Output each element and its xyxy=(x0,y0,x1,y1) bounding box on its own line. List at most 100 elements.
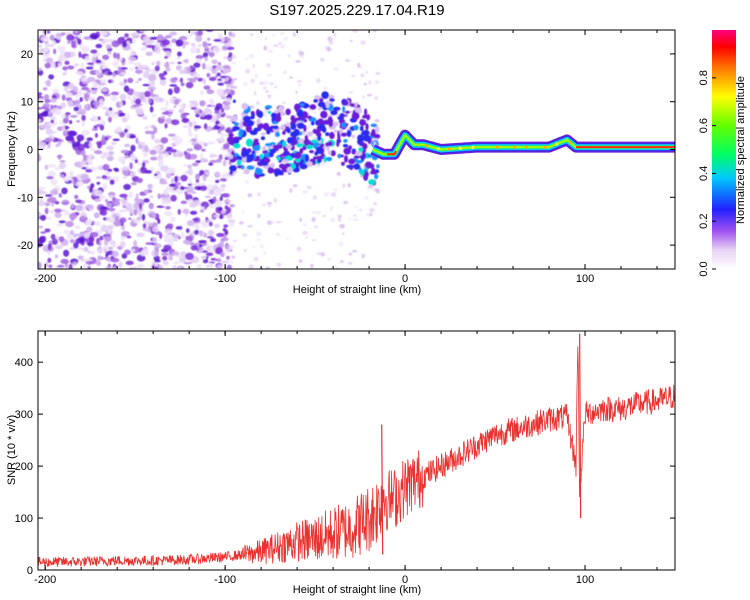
spectrogram-noise-cell xyxy=(108,109,116,117)
spectrogram-noise-cell xyxy=(65,92,73,98)
spectrogram-signal-cell xyxy=(349,166,354,171)
spectrogram-noise-cell xyxy=(103,240,109,246)
spectrogram-signal-cell xyxy=(364,108,368,116)
spectrogram-noise-cell xyxy=(98,85,102,91)
spectrogram-noise-cell xyxy=(85,66,94,70)
spectrogram-signal-cell xyxy=(248,153,255,161)
spectrogram-noise-cell xyxy=(177,61,182,65)
spectrogram-noise-cell xyxy=(81,166,87,170)
spectrogram-noise-cell xyxy=(352,214,357,217)
spectrogram-noise-cell xyxy=(149,195,154,199)
spectrogram-signal-cell xyxy=(233,122,239,127)
spectrogram-signal-cell xyxy=(228,133,234,138)
spectrogram-noise-cell xyxy=(174,175,178,183)
spectrogram-noise-cell xyxy=(158,73,165,78)
spectrogram-noise-cell xyxy=(69,170,74,176)
spectrogram-noise-cell xyxy=(187,198,193,204)
spectrogram-noise-cell xyxy=(80,78,88,82)
spectrogram-noise-cell xyxy=(107,51,112,55)
spectrogram-noise-cell xyxy=(372,30,377,33)
spectrogram-noise-cell xyxy=(201,148,206,152)
spectrogram-noise-cell xyxy=(81,45,91,53)
spectrogram-noise-cell xyxy=(180,82,185,87)
spectrogram-noise-cell xyxy=(212,196,217,203)
spectrogram-noise-cell xyxy=(320,252,325,257)
spectrogram-noise-cell xyxy=(204,219,210,223)
spectrogram-noise-cell xyxy=(167,88,173,96)
spectrogram-noise-cell xyxy=(47,143,51,149)
spectrogram-signal-cell xyxy=(270,162,275,168)
spectrogram-noise-cell xyxy=(266,62,271,68)
spectrogram-noise-cell xyxy=(81,119,85,127)
spectrogram-noise-cell xyxy=(354,205,359,208)
spectrogram-signal-cell xyxy=(285,122,291,127)
spectrogram-noise-cell xyxy=(249,105,255,109)
spectrogram-noise-cell xyxy=(92,100,101,107)
spectrogram-noise-cell xyxy=(338,241,344,247)
spectrogram-noise-cell xyxy=(257,238,260,241)
spectrogram-ridge-hotspot xyxy=(513,145,517,149)
spectrogram-noise-cell xyxy=(299,55,305,59)
spectrogram-noise-cell xyxy=(153,266,159,269)
spectrogram-noise-cell xyxy=(199,109,203,114)
spectrogram-noise-cell xyxy=(184,58,189,64)
spectrogram-noise-cell xyxy=(92,81,98,89)
spectrogram-noise-cell xyxy=(101,245,109,250)
spectrogram-noise-cell xyxy=(154,243,162,249)
spectrogram-noise-cell xyxy=(58,220,66,224)
spectrogram-noise-cell xyxy=(55,143,60,148)
spectrogram-noise-cell xyxy=(289,188,293,193)
spectrogram-signal-cell xyxy=(303,118,308,123)
spectrogram-noise-cell xyxy=(364,196,369,201)
spectrogram-signal-cell xyxy=(282,140,287,147)
spectrogram-noise-cell xyxy=(149,166,155,172)
spectrogram-noise-cell xyxy=(47,170,56,178)
spectrogram-noise-cell xyxy=(184,188,188,192)
spectrogram-signal-cell xyxy=(245,124,252,133)
spectrogram-noise-cell xyxy=(123,166,129,171)
spectrogram-noise-cell xyxy=(115,198,120,202)
spectrogram-noise-cell xyxy=(189,121,193,128)
spectrogram-noise-cell xyxy=(199,220,207,225)
spectrogram-signal-cell xyxy=(284,150,289,156)
spectrogram-noise-cell xyxy=(348,261,353,266)
spectrogram-noise-cell xyxy=(188,100,198,104)
spectrogram-signal-cell xyxy=(325,157,333,162)
spectrogram-noise-cell xyxy=(336,171,341,177)
spectrogram-noise-cell xyxy=(78,88,83,96)
spectrogram-noise-cell xyxy=(123,183,131,191)
spectrogram-noise-cell xyxy=(303,223,307,227)
spectrogram-noise-cell xyxy=(242,209,245,214)
spectrogram-noise-cell xyxy=(110,91,119,96)
spectrogram-noise-cell xyxy=(110,114,119,119)
spectrogram-noise-cell xyxy=(294,114,297,118)
spectrogram-noise-cell xyxy=(242,81,248,87)
snr-y-tick-label: 300 xyxy=(15,409,33,421)
spectrogram-noise-cell xyxy=(188,133,193,137)
spectrogram-noise-cell xyxy=(102,163,110,171)
spectrogram-noise-cell xyxy=(224,43,230,48)
spectrogram-noise-cell xyxy=(231,33,236,38)
spectrogram-noise-cell xyxy=(145,125,150,129)
spectrogram-noise-cell xyxy=(74,63,79,67)
spectrogram-noise-cell xyxy=(38,261,42,269)
spectrogram-noise-cell xyxy=(215,103,223,110)
spectrogram-noise-cell xyxy=(154,138,162,144)
spectrogram-noise-cell xyxy=(173,238,179,242)
spectrogram-noise-cell xyxy=(95,69,102,76)
spectrogram-noise-cell xyxy=(348,252,353,256)
spectrogram-noise-cell xyxy=(87,242,94,247)
spectrogram-noise-cell xyxy=(153,255,161,261)
spectrogram-noise-cell xyxy=(193,62,201,68)
spectrogram-noise-cell xyxy=(69,239,76,244)
spectrogram-signal-cell xyxy=(330,109,338,116)
spectrogram-noise-cell xyxy=(38,140,44,148)
spectrogram-noise-cell xyxy=(110,141,117,146)
spectrogram-noise-cell xyxy=(138,202,143,210)
spectrogram-signal-cell xyxy=(230,115,238,122)
spectrogram-noise-cell xyxy=(187,168,194,176)
spectrogram-noise-cell xyxy=(135,80,140,84)
spectrogram-signal-cell xyxy=(318,124,326,130)
spectrogram-noise-cell xyxy=(139,250,149,257)
spectrogram-noise-cell xyxy=(135,137,139,144)
